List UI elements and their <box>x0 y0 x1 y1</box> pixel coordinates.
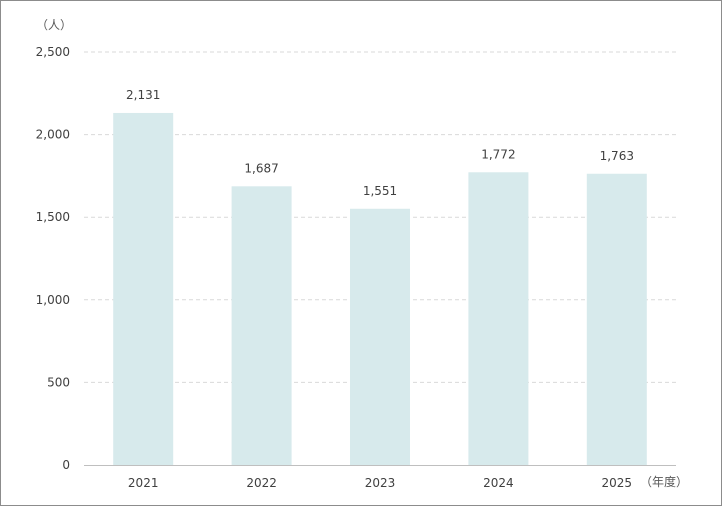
data-label-2022: 1,687 <box>244 161 278 175</box>
y-tick-label: 500 <box>47 375 70 389</box>
x-tick-label: 2025 <box>602 476 633 490</box>
y-tick-label: 2,500 <box>36 45 70 59</box>
bar-2022 <box>231 186 292 465</box>
y-axis-ticks: 0 500 1,000 1,500 2,000 2,500 <box>36 45 70 472</box>
data-label-2025: 1,763 <box>600 149 634 163</box>
data-label-2024: 1,772 <box>481 147 515 161</box>
x-axis-unit-label: （年度） <box>640 474 688 489</box>
bar-2021 <box>113 112 174 465</box>
x-tick-label: 2022 <box>246 476 277 490</box>
bar-2025 <box>586 173 647 466</box>
y-tick-label: 2,000 <box>36 128 70 142</box>
x-tick-label: 2023 <box>365 476 396 490</box>
data-label-2021: 2,131 <box>126 88 160 102</box>
y-tick-label: 0 <box>62 458 70 472</box>
y-tick-label: 1,500 <box>36 210 70 224</box>
y-axis-unit-label: （人） <box>36 18 72 32</box>
bars <box>113 112 647 466</box>
y-tick-label: 1,000 <box>36 293 70 307</box>
x-tick-label: 2021 <box>128 476 159 490</box>
x-tick-label: 2024 <box>483 476 514 490</box>
bar-2024 <box>468 172 529 465</box>
bar-2023 <box>350 208 410 466</box>
data-label-2023: 1,551 <box>363 184 397 198</box>
x-axis-ticks: 2021 2022 2023 2024 2025 <box>128 476 632 490</box>
data-labels: 2,131 1,687 1,551 1,772 1,763 <box>126 88 634 198</box>
